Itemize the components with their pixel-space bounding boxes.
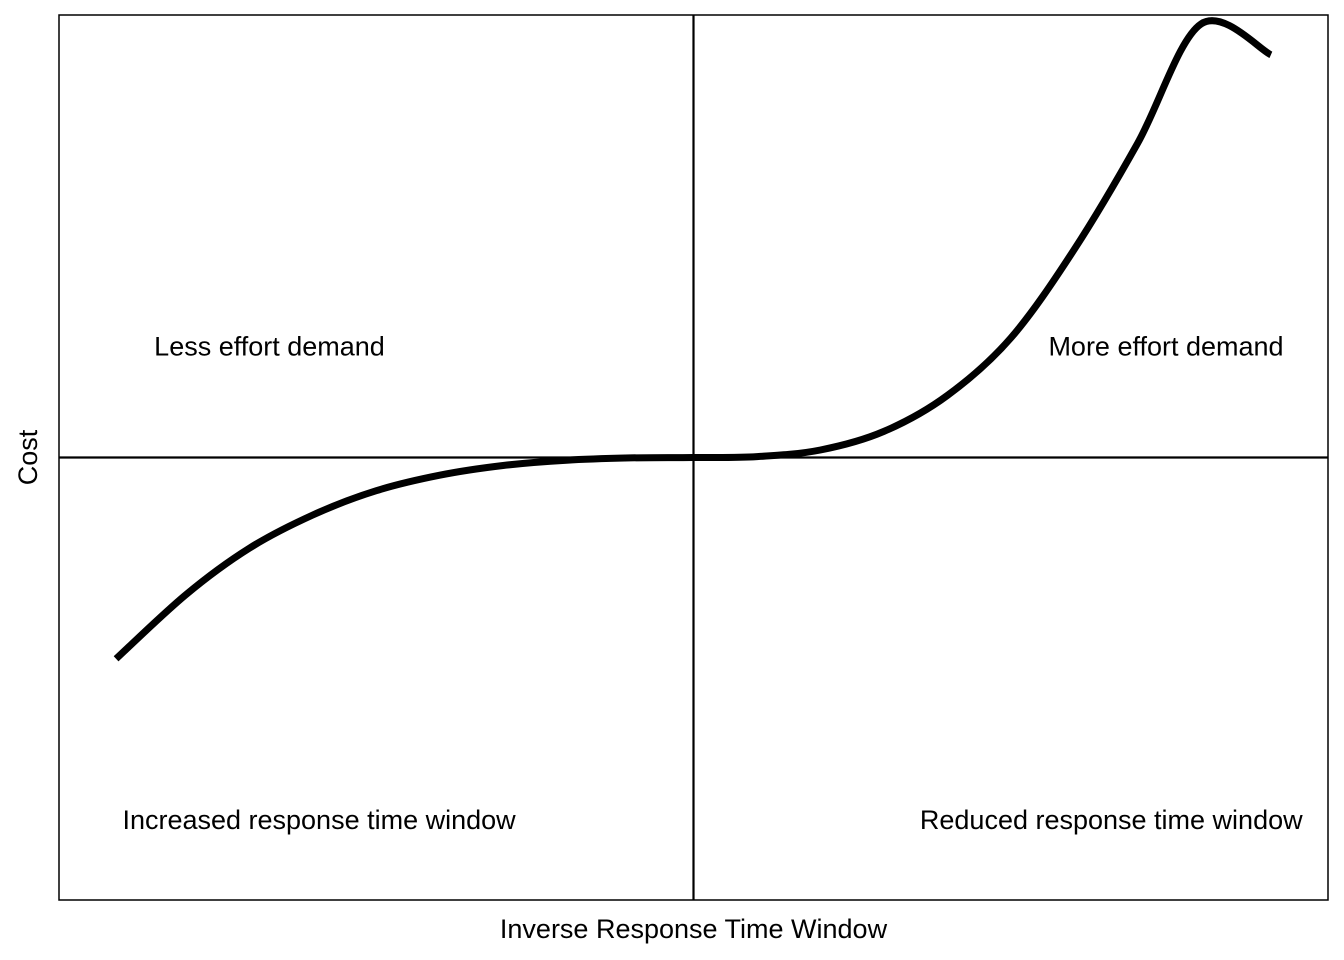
- annotation-increased-window: Increased response time window: [122, 805, 516, 835]
- annotation-reduced-window: Reduced response time window: [920, 805, 1303, 835]
- cost-curve: [113, 17, 1273, 662]
- annotation-less-effort: Less effort demand: [154, 332, 385, 362]
- annotation-more-effort: More effort demand: [1048, 332, 1283, 362]
- x-axis-label: Inverse Response Time Window: [500, 914, 888, 944]
- y-axis-label: Cost: [13, 429, 43, 485]
- annotations-group: Less effort demand More effort demand Incr…: [122, 332, 1303, 835]
